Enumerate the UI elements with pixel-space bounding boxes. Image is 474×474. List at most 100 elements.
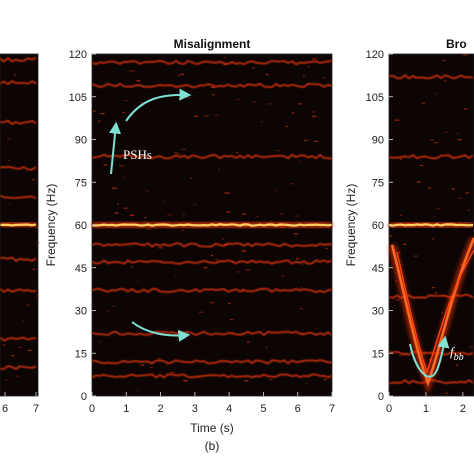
noise-speck bbox=[236, 152, 238, 154]
noise-speck bbox=[244, 225, 248, 227]
noise-speck bbox=[389, 235, 392, 237]
noise-speck bbox=[139, 102, 144, 104]
x-tick-label: 2 bbox=[460, 403, 466, 415]
noise-speck bbox=[275, 189, 278, 192]
x-tick-label: 7 bbox=[33, 403, 39, 415]
noise-speck bbox=[257, 215, 259, 217]
harmonic-trace bbox=[0, 80, 37, 86]
noise-speck bbox=[463, 108, 468, 110]
y-tick-label: 15 bbox=[372, 348, 384, 360]
harmonic-trace bbox=[388, 74, 474, 80]
noise-speck bbox=[433, 215, 435, 218]
y-tick-label: 30 bbox=[372, 306, 384, 318]
y-tick-label: 45 bbox=[372, 263, 384, 275]
noise-speck bbox=[169, 371, 175, 374]
harmonic-trace bbox=[0, 165, 37, 171]
noise-speck bbox=[296, 258, 300, 260]
noise-speck bbox=[429, 139, 434, 141]
noise-speck bbox=[15, 375, 20, 377]
harmonic-trace bbox=[388, 154, 474, 160]
noise-speck bbox=[37, 242, 40, 244]
noise-speck bbox=[452, 188, 455, 190]
panel-b: Misalignment 0 1 2 3 4 5 6 70153045607590105120… bbox=[44, 37, 335, 453]
noise-speck bbox=[6, 138, 11, 140]
panel-b-arrow-lower bbox=[131, 321, 191, 342]
harmonic-trace bbox=[0, 256, 37, 262]
noise-speck bbox=[441, 312, 443, 314]
noise-speck bbox=[302, 333, 305, 335]
panel-b-annotation-pshs: PSHs bbox=[123, 147, 152, 162]
noise-speck bbox=[123, 207, 128, 209]
noise-speck bbox=[210, 86, 216, 89]
noise-speck bbox=[428, 187, 432, 189]
noise-speck bbox=[399, 158, 402, 160]
x-tick-label: 0 bbox=[89, 403, 95, 415]
noise-speck bbox=[181, 148, 186, 150]
noise-speck bbox=[145, 190, 150, 192]
noise-speck bbox=[245, 269, 251, 271]
noise-speck bbox=[10, 355, 15, 357]
y-tick-label: 105 bbox=[366, 92, 384, 104]
noise-speck bbox=[260, 121, 263, 123]
noise-speck bbox=[419, 164, 424, 166]
noise-speck bbox=[224, 244, 229, 246]
panel-c-arrow-fbb bbox=[409, 335, 450, 378]
noise-speck bbox=[229, 318, 234, 321]
noise-speck bbox=[136, 80, 141, 82]
y-tick-label: 30 bbox=[75, 306, 87, 318]
noise-speck bbox=[242, 213, 247, 215]
noise-speck bbox=[232, 261, 234, 263]
noise-speck bbox=[279, 213, 284, 215]
harmonic-trace bbox=[91, 259, 333, 265]
noise-speck bbox=[266, 73, 269, 76]
noise-speck bbox=[455, 364, 459, 366]
panel-c-annotation-fbb-subscript: bb bbox=[454, 352, 464, 363]
harmonic-trace bbox=[91, 287, 333, 294]
harmonic-trace bbox=[91, 59, 333, 66]
panel-b-arrow-upper bbox=[125, 88, 192, 122]
noise-speck bbox=[270, 221, 273, 223]
noise-speck bbox=[300, 287, 303, 289]
noise-speck bbox=[31, 179, 35, 181]
panel-b-y-axis-label: Frequency (Hz) bbox=[44, 184, 58, 267]
noise-speck bbox=[444, 131, 448, 133]
noise-speck bbox=[224, 56, 226, 58]
panel-b-arrow-left bbox=[109, 121, 122, 175]
harmonic-trace bbox=[91, 153, 333, 160]
noise-speck bbox=[404, 222, 410, 224]
noise-speck bbox=[197, 376, 199, 378]
noise-speck bbox=[436, 208, 441, 210]
noise-speck bbox=[112, 305, 115, 307]
noise-speck bbox=[119, 165, 125, 167]
noise-speck bbox=[248, 191, 250, 193]
noise-speck bbox=[279, 226, 285, 228]
noise-speck bbox=[398, 251, 401, 253]
noise-speck bbox=[8, 159, 10, 161]
noise-speck bbox=[210, 255, 213, 257]
harmonic-trace bbox=[0, 365, 37, 370]
noise-speck bbox=[226, 211, 231, 213]
x-tick-label: 4 bbox=[226, 403, 232, 415]
noise-speck bbox=[450, 352, 455, 354]
noise-speck bbox=[237, 98, 240, 101]
noise-speck bbox=[193, 204, 197, 206]
y-tick-label: 90 bbox=[372, 135, 384, 147]
noise-speck bbox=[403, 352, 408, 354]
noise-speck bbox=[281, 275, 285, 277]
noise-speck bbox=[218, 169, 220, 171]
harmonic-trace bbox=[0, 194, 37, 199]
noise-speck bbox=[267, 103, 272, 105]
plot-frame bbox=[0, 53, 39, 397]
noise-speck bbox=[222, 238, 225, 240]
panel-c-title: Bro bbox=[446, 37, 467, 51]
noise-speck bbox=[185, 97, 191, 99]
noise-speck bbox=[4, 379, 8, 381]
noise-speck bbox=[315, 327, 317, 330]
harmonic-trace bbox=[388, 223, 474, 227]
harmonic-trace bbox=[91, 242, 333, 248]
noise-speck bbox=[31, 283, 33, 285]
noise-speck bbox=[136, 389, 139, 391]
